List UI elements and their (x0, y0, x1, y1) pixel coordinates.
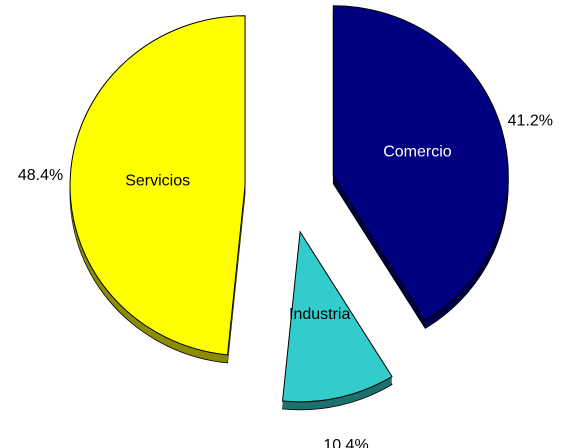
slice (332, 5, 509, 322)
value-label: 48.4% (18, 167, 63, 184)
slice (69, 15, 246, 356)
slice-label: Comercio (383, 144, 452, 161)
slice-label: Servicios (125, 173, 190, 190)
slice (281, 230, 393, 403)
slice-label: Industria (289, 306, 350, 323)
value-label: 41.2% (508, 113, 553, 130)
value-label: 10.4% (323, 437, 368, 448)
